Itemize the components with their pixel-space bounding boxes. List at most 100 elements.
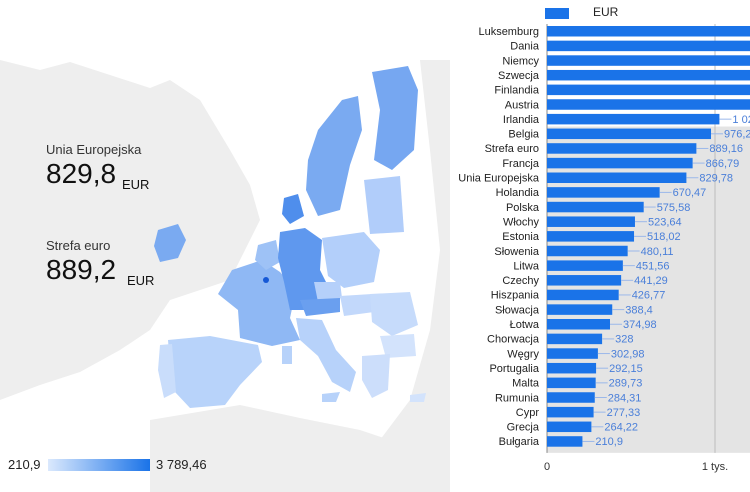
bar-19[interactable] xyxy=(547,304,613,315)
bar-21[interactable] xyxy=(547,333,603,345)
bar-24[interactable] xyxy=(547,377,596,389)
bar-20[interactable] xyxy=(547,319,610,330)
value-label: 889,16 xyxy=(709,143,743,155)
europe-choropleth-map[interactable] xyxy=(0,0,450,492)
summary-eu-unit: EUR xyxy=(122,177,150,192)
bar-chart: Luksemburg3 789,46Dania1 878,21Niemcy1 6… xyxy=(458,5,750,473)
value-label: 441,29 xyxy=(634,275,668,287)
value-label: 210,9 xyxy=(595,436,623,448)
map-sardinia[interactable] xyxy=(282,346,292,364)
bar-4[interactable] xyxy=(547,84,750,96)
bar-9[interactable] xyxy=(547,157,693,169)
category-label: Polska xyxy=(506,202,540,214)
summary-eu-label: Unia Europejska xyxy=(46,142,142,157)
value-label: 388,4 xyxy=(625,304,653,316)
map-sicily[interactable] xyxy=(322,392,340,402)
value-label: 480,11 xyxy=(641,246,674,258)
value-label: 328 xyxy=(615,334,633,346)
category-label: Holandia xyxy=(496,187,540,199)
map-romania[interactable] xyxy=(370,292,418,336)
category-label: Strefa euro xyxy=(485,143,539,155)
category-label: Grecja xyxy=(507,422,540,434)
category-label: Łotwa xyxy=(510,319,540,331)
map-poland[interactable] xyxy=(322,232,380,288)
value-label: 426,77 xyxy=(632,290,666,302)
bar-12[interactable] xyxy=(547,201,644,213)
bar-16[interactable] xyxy=(547,260,623,271)
bar-1[interactable] xyxy=(547,40,750,52)
bar-26[interactable] xyxy=(547,406,594,418)
map-panel: Unia Europejska 829,8 EUR Strefa euro 88… xyxy=(0,0,450,492)
map-finland[interactable] xyxy=(372,66,418,170)
map-legend-gradient xyxy=(48,459,150,471)
bar-6[interactable] xyxy=(547,113,720,125)
map-sweden[interactable] xyxy=(306,96,362,216)
category-label: Włochy xyxy=(503,216,540,228)
x-tick-label: 1 tys. xyxy=(702,461,728,473)
category-label: Estonia xyxy=(502,231,540,243)
value-label: 575,58 xyxy=(657,202,691,214)
map-czechia[interactable] xyxy=(314,282,342,302)
category-label: Portugalia xyxy=(489,363,539,375)
map-portugal[interactable] xyxy=(158,344,176,398)
map-france[interactable] xyxy=(218,260,300,346)
legend-swatch-eur xyxy=(545,8,569,19)
bar-2[interactable] xyxy=(547,55,750,66)
bar-0[interactable] xyxy=(547,26,750,37)
category-label: Austria xyxy=(505,99,540,111)
category-label: Cypr xyxy=(516,407,540,419)
category-label: Luksemburg xyxy=(478,26,539,38)
category-label: Finlandia xyxy=(494,85,540,97)
bar-11[interactable] xyxy=(547,187,660,198)
map-iberia[interactable] xyxy=(168,336,262,408)
value-label: 451,56 xyxy=(636,260,670,272)
summary-euro-area-value: 889,2 xyxy=(46,254,117,285)
bar-27[interactable] xyxy=(547,421,592,433)
bar-14[interactable] xyxy=(547,231,635,242)
map-baltics[interactable] xyxy=(364,176,404,234)
category-label: Węgry xyxy=(507,348,539,360)
value-label: 289,73 xyxy=(609,378,643,390)
bar-15[interactable] xyxy=(547,245,628,257)
category-label: Rumunia xyxy=(495,392,540,404)
bar-23[interactable] xyxy=(547,362,597,374)
bar-13[interactable] xyxy=(547,216,635,227)
value-label: 523,64 xyxy=(648,216,682,228)
bar-7[interactable] xyxy=(547,128,712,140)
map-austria[interactable] xyxy=(300,298,340,316)
value-label: 670,47 xyxy=(673,187,707,199)
map-bulgaria[interactable] xyxy=(380,334,416,358)
value-label: 277,33 xyxy=(607,407,641,419)
map-benelux[interactable] xyxy=(255,240,280,270)
map-italy[interactable] xyxy=(296,318,356,392)
value-label: 866,79 xyxy=(706,158,740,170)
map-greece[interactable] xyxy=(362,354,390,398)
category-label: Słowacja xyxy=(495,304,540,316)
category-label: Irlandia xyxy=(503,114,540,126)
bar-10[interactable] xyxy=(547,172,687,184)
category-label: Bułgaria xyxy=(499,436,540,448)
bar-3[interactable] xyxy=(547,69,750,81)
bar-28[interactable] xyxy=(547,436,583,447)
bar-8[interactable] xyxy=(547,143,697,154)
map-legend-max: 3 789,46 xyxy=(156,457,207,472)
bar-22[interactable] xyxy=(547,348,598,359)
map-cyprus-region[interactable] xyxy=(410,393,426,402)
category-label: Niemcy xyxy=(502,55,539,67)
category-label: Belgia xyxy=(508,129,539,141)
map-land-nonEU xyxy=(0,60,260,400)
bar-18[interactable] xyxy=(547,289,619,301)
map-luxembourg[interactable] xyxy=(263,277,269,283)
category-label: Malta xyxy=(512,378,540,390)
bar-25[interactable] xyxy=(547,392,595,403)
value-label: 292,15 xyxy=(609,363,643,375)
bar-17[interactable] xyxy=(547,275,622,286)
map-hungary[interactable] xyxy=(340,294,374,316)
value-label: 829,78 xyxy=(699,173,733,185)
bar-5[interactable] xyxy=(547,99,750,110)
map-denmark[interactable] xyxy=(282,194,304,224)
value-label: 264,22 xyxy=(604,422,638,434)
value-label: 1 026,33 xyxy=(732,114,750,126)
x-tick-label: 0 xyxy=(544,461,550,473)
map-ireland[interactable] xyxy=(154,224,186,262)
